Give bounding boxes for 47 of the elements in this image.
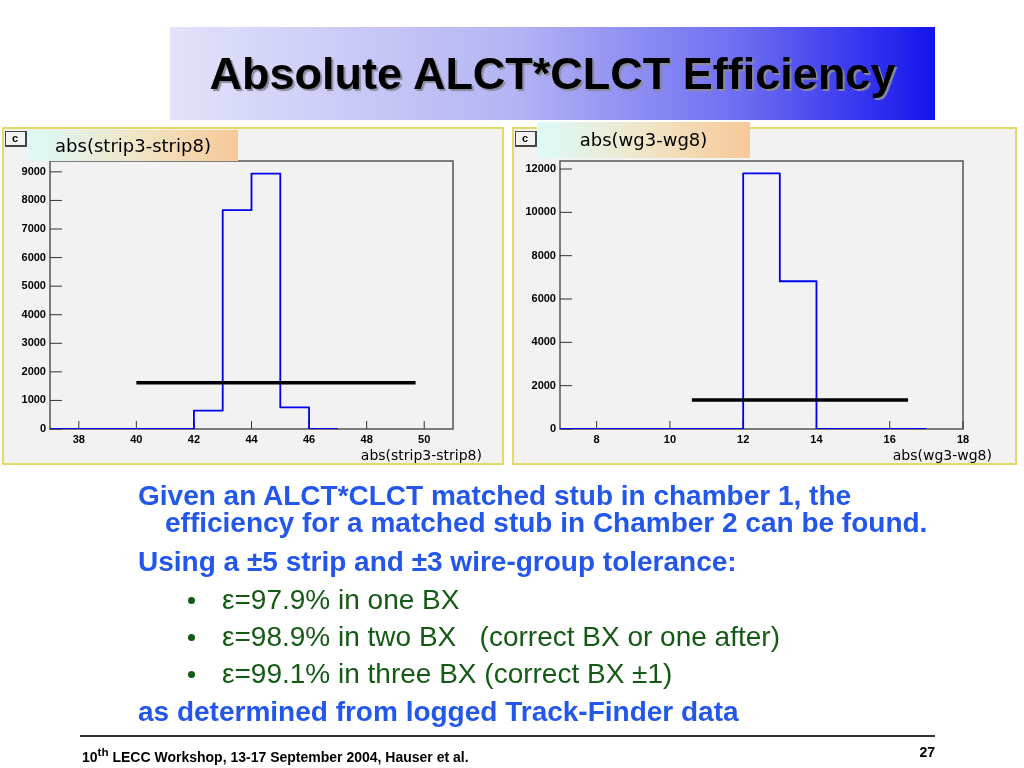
x-tick-label: 14	[810, 432, 824, 445]
y-tick-label: 2000	[531, 378, 556, 391]
y-tick-label: 1000	[21, 393, 46, 406]
text: Using a ±5 strip and ±3 wire-group tolerance:	[138, 546, 737, 577]
text: ε=97.9% in one BX	[222, 584, 460, 615]
x-tick-label: 44	[245, 432, 259, 445]
chart-title: abs(strip3-strip8)	[55, 134, 211, 157]
x-tick-label: 42	[187, 432, 201, 445]
y-tick-label: 6000	[531, 292, 556, 305]
tag-frame: c	[515, 131, 537, 147]
x-tick-label: 50	[418, 432, 431, 445]
x-tick-label: 48	[360, 432, 373, 445]
y-tick-label: 6000	[21, 250, 46, 263]
text: ε=98.9% in two BX (correct BX or one after)	[222, 621, 780, 652]
x-tick-label: 12	[737, 432, 750, 445]
x-tick-label: 38	[72, 432, 85, 445]
y-tick-label: 8000	[21, 193, 46, 206]
y-tick-label: 0	[39, 422, 46, 435]
y-tick-label: 9000	[21, 164, 46, 177]
y-tick-label: 12000	[525, 162, 556, 175]
x-tick-label: 18	[956, 432, 970, 445]
y-tick-label: 7000	[21, 222, 46, 235]
x-tick-label: 40	[130, 432, 143, 445]
y-tick-label: 4000	[531, 335, 556, 348]
text: 10$^{th}$ LECC Workshop, 13-17 September 2004, Hauser et al.	[82, 744, 469, 765]
caption-box: abs(strip3-strip8)	[28, 130, 238, 161]
y-tick-label: 4000	[21, 307, 46, 320]
text: Given an ALCT*CLCT matched stub in chamber 1, the efficiency for a matched stub in Chamber 2 can be found.	[138, 480, 929, 538]
x-axis-title: abs(strip3-strip8)	[360, 447, 482, 463]
y-tick-label: 2000	[21, 364, 46, 377]
y-tick-label: 0	[549, 422, 556, 435]
y-tick-label: 8000	[531, 248, 556, 261]
x-tick-label: 8	[593, 432, 600, 445]
text: as determined from logged Track-Finder data	[138, 696, 739, 727]
x-tick-label: 46	[302, 432, 316, 445]
title-banner: Absolute ALCT*CLCT Efficiency	[170, 27, 935, 120]
text: ε=99.1% in three BX (correct BX ±1)	[222, 658, 673, 689]
x-tick-label: 10	[663, 432, 677, 445]
y-tick-label: 5000	[21, 279, 46, 292]
y-tick-label: 3000	[21, 336, 46, 349]
x-tick-label: 16	[883, 432, 896, 445]
y-tick-label: 10000	[525, 205, 556, 218]
tag-frame: c	[5, 131, 27, 147]
caption-box: abs(wg3-wg8)	[537, 122, 750, 158]
chart-title: abs(wg3-wg8)	[579, 129, 708, 151]
x-axis-title: abs(wg3-wg8)	[892, 447, 992, 463]
text: 27	[919, 744, 935, 760]
